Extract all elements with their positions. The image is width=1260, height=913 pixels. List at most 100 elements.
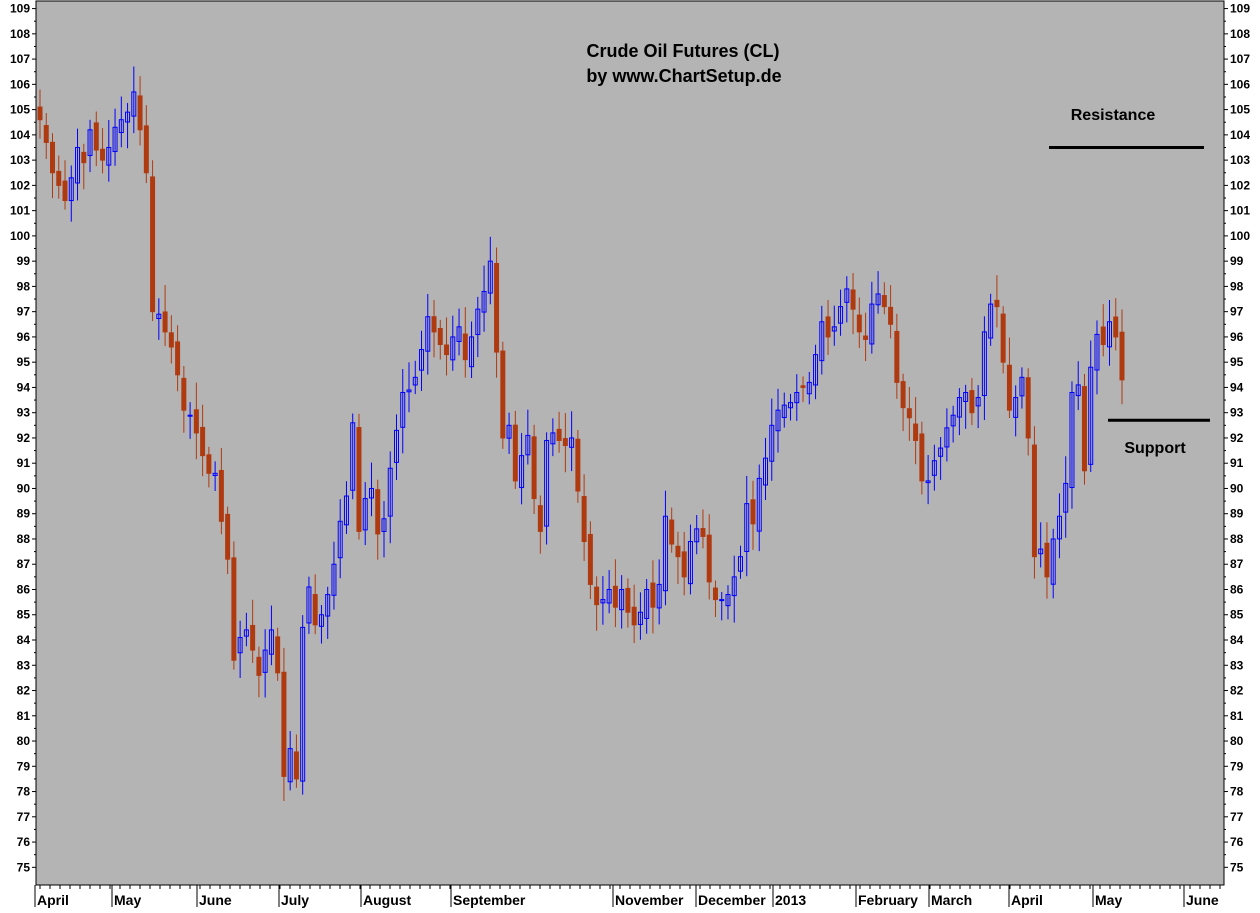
y-tick-label-right: 87: [1230, 557, 1244, 571]
candle: [287, 731, 293, 791]
candle: [331, 541, 337, 610]
y-tick-label-left: 107: [10, 52, 30, 66]
candle-body: [881, 295, 887, 308]
candle: [856, 297, 862, 348]
candle: [512, 410, 518, 490]
candle: [419, 330, 425, 391]
candle: [662, 490, 668, 606]
x-month-label: August: [363, 892, 412, 908]
candle-body: [287, 748, 293, 783]
candle-body: [175, 341, 181, 376]
plot-background: [35, 0, 1225, 886]
candle: [650, 560, 656, 634]
candle-body: [844, 288, 850, 303]
candle-body: [62, 180, 68, 202]
y-tick-label-right: 91: [1230, 456, 1244, 470]
candle: [875, 271, 881, 314]
candle: [112, 108, 118, 166]
candle-body: [1088, 366, 1094, 465]
y-tick-label-left: 90: [17, 481, 31, 495]
y-tick-label-left: 80: [17, 734, 31, 748]
x-month-label: February: [858, 892, 918, 908]
candle: [644, 579, 650, 634]
candle: [594, 576, 600, 631]
y-tick-label-left: 77: [17, 810, 31, 824]
candle-body: [469, 336, 475, 368]
candle-body: [300, 626, 306, 782]
candle-body: [869, 303, 875, 345]
candle: [994, 275, 1000, 328]
candle: [1050, 528, 1056, 599]
candle-body: [825, 316, 831, 338]
candle: [763, 437, 769, 501]
y-tick-label-right: 85: [1230, 608, 1244, 622]
x-month-label: November: [615, 892, 684, 908]
candle-body: [606, 588, 612, 604]
candle-body: [938, 447, 944, 457]
y-tick-label-left: 108: [10, 27, 30, 41]
candle: [162, 285, 168, 347]
y-tick-label-right: 76: [1230, 835, 1244, 849]
candle-body: [337, 520, 343, 559]
y-tick-label-right: 75: [1230, 860, 1244, 874]
candle: [156, 298, 162, 340]
candle-body: [262, 649, 268, 673]
candle: [431, 300, 437, 358]
candle-body: [681, 551, 687, 578]
candle: [393, 414, 399, 481]
candle-body: [318, 614, 324, 627]
y-tick-label-left: 76: [17, 835, 31, 849]
candle: [412, 360, 418, 395]
candle: [475, 296, 481, 358]
candle-body: [963, 391, 969, 402]
candle-body: [850, 289, 856, 310]
candle-body: [925, 480, 931, 484]
y-tick-label-left: 82: [17, 684, 31, 698]
candle-body: [1094, 333, 1100, 371]
candle-body: [156, 313, 162, 320]
y-tick-label-right: 93: [1230, 406, 1244, 420]
candle-body: [800, 385, 806, 388]
candle: [425, 293, 431, 375]
candle: [1038, 522, 1044, 568]
candle: [437, 319, 443, 360]
y-tick-label-right: 108: [1230, 27, 1250, 41]
candle: [750, 480, 756, 550]
candle: [1094, 320, 1100, 395]
y-tick-label-left: 101: [10, 204, 30, 218]
candle: [218, 448, 224, 535]
candle-body: [875, 293, 881, 306]
candle-body: [362, 498, 368, 531]
y-tick-label-right: 104: [1230, 128, 1250, 142]
candle-body: [531, 436, 537, 500]
y-tick-label-left: 109: [10, 2, 30, 16]
candle-body: [950, 414, 956, 427]
y-tick-label-right: 78: [1230, 785, 1244, 799]
candle: [681, 531, 687, 596]
candle: [944, 408, 950, 462]
y-tick-label-left: 104: [10, 128, 30, 142]
y-tick-label-left: 102: [10, 178, 30, 192]
y-tick-label-left: 86: [17, 582, 31, 596]
candle: [569, 411, 575, 472]
candle-body: [994, 299, 1000, 308]
candle-body: [381, 518, 387, 532]
candle: [131, 66, 137, 134]
candle-body: [537, 505, 543, 532]
candle-body: [669, 519, 675, 545]
candle: [387, 451, 393, 544]
candle: [175, 325, 181, 392]
candle-body: [231, 557, 237, 661]
candle-body: [331, 563, 337, 596]
candle: [469, 321, 475, 378]
candle-body: [1050, 538, 1056, 585]
candle: [237, 620, 243, 678]
candle: [318, 604, 324, 644]
candle: [612, 559, 618, 628]
candle: [87, 119, 93, 173]
candle: [125, 102, 131, 149]
candle-body: [919, 433, 925, 482]
candle: [100, 128, 106, 174]
candle-body: [93, 122, 99, 151]
